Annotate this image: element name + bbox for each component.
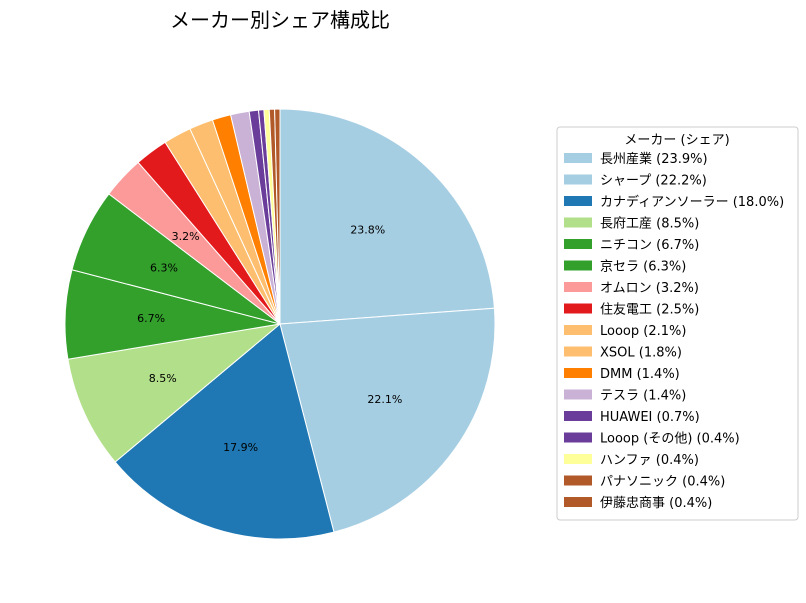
pie-slice: [67, 323, 282, 463]
chart-title: メーカー別シェア構成比: [170, 8, 390, 32]
pie-slice: [274, 108, 281, 325]
legend-swatch: [564, 346, 592, 357]
pie-slice: [279, 307, 496, 533]
legend-label: 長州産業 (23.9%): [600, 151, 708, 167]
legend-title: メーカー (シェア): [624, 133, 729, 148]
legend-label: Looop (2.1%): [600, 324, 686, 339]
legend-swatch: [564, 239, 592, 249]
percent-labels: 23.8% 22.1% 17.9% 8.5% 6.7% 6.3% 3.2%: [137, 223, 402, 453]
legend-swatch: [564, 368, 592, 378]
slice-percent-label: 3.2%: [172, 230, 200, 243]
legend-items: 長州産業 (23.9%) シャープ (22.2%) カナディアンソーラー (18.0…: [564, 151, 784, 511]
slice-percent-label: 17.9%: [223, 441, 258, 454]
legend-swatch: [564, 260, 592, 271]
legend-label: シャープ (22.2%): [600, 174, 707, 189]
legend-label: 伊藤忠商事 (0.4%): [600, 496, 712, 511]
pie-slice: [114, 323, 335, 540]
legend-swatch: [564, 325, 592, 335]
legend-label: XSOL (1.8%): [600, 346, 682, 361]
pie-slices: [64, 108, 496, 540]
slice-percent-label: 6.7%: [137, 312, 165, 325]
legend-label: テスラ (1.4%): [600, 389, 686, 404]
slice-percent-label: 8.5%: [149, 372, 177, 385]
legend-frame: [556, 126, 799, 521]
legend-label: Looop (その他) (0.4%): [600, 432, 740, 447]
pie-slice: [279, 108, 495, 325]
legend-swatch: [564, 454, 592, 464]
slice-percent-label: 6.3%: [150, 262, 178, 275]
legend-swatch: [564, 174, 592, 185]
legend-label: ハンファ (0.4%): [600, 453, 699, 468]
legend-swatch: [564, 217, 592, 228]
legend-swatch: [564, 432, 592, 443]
legend: メーカー (シェア) 長州産業 (23.9%) シャープ (22.2%) カナディア…: [556, 126, 799, 521]
legend-label: 長府工産 (8.5%): [600, 216, 699, 232]
legend-swatch: [564, 389, 592, 400]
legend-swatch: [564, 282, 592, 292]
legend-swatch: [564, 497, 592, 507]
slice-percent-label: 22.1%: [367, 393, 402, 406]
slice-percent-label: 23.8%: [350, 223, 385, 236]
legend-swatch: [564, 153, 592, 163]
legend-label: パナソニック (0.4%): [600, 475, 725, 490]
legend-swatch: [564, 303, 592, 314]
legend-label: HUAWEI (0.7%): [600, 410, 700, 425]
legend-label: 住友電工 (2.5%): [600, 302, 699, 318]
legend-swatch: [564, 196, 592, 206]
legend-label: DMM (1.4%): [600, 367, 680, 382]
legend-swatch: [564, 475, 592, 486]
legend-swatch: [564, 411, 592, 421]
legend-label: 京セラ (6.3%): [600, 260, 686, 275]
legend-label: オムロン (3.2%): [600, 281, 699, 296]
legend-label: ニチコン (6.7%): [600, 238, 699, 253]
legend-label: カナディアンソーラー (18.0%): [600, 194, 784, 210]
